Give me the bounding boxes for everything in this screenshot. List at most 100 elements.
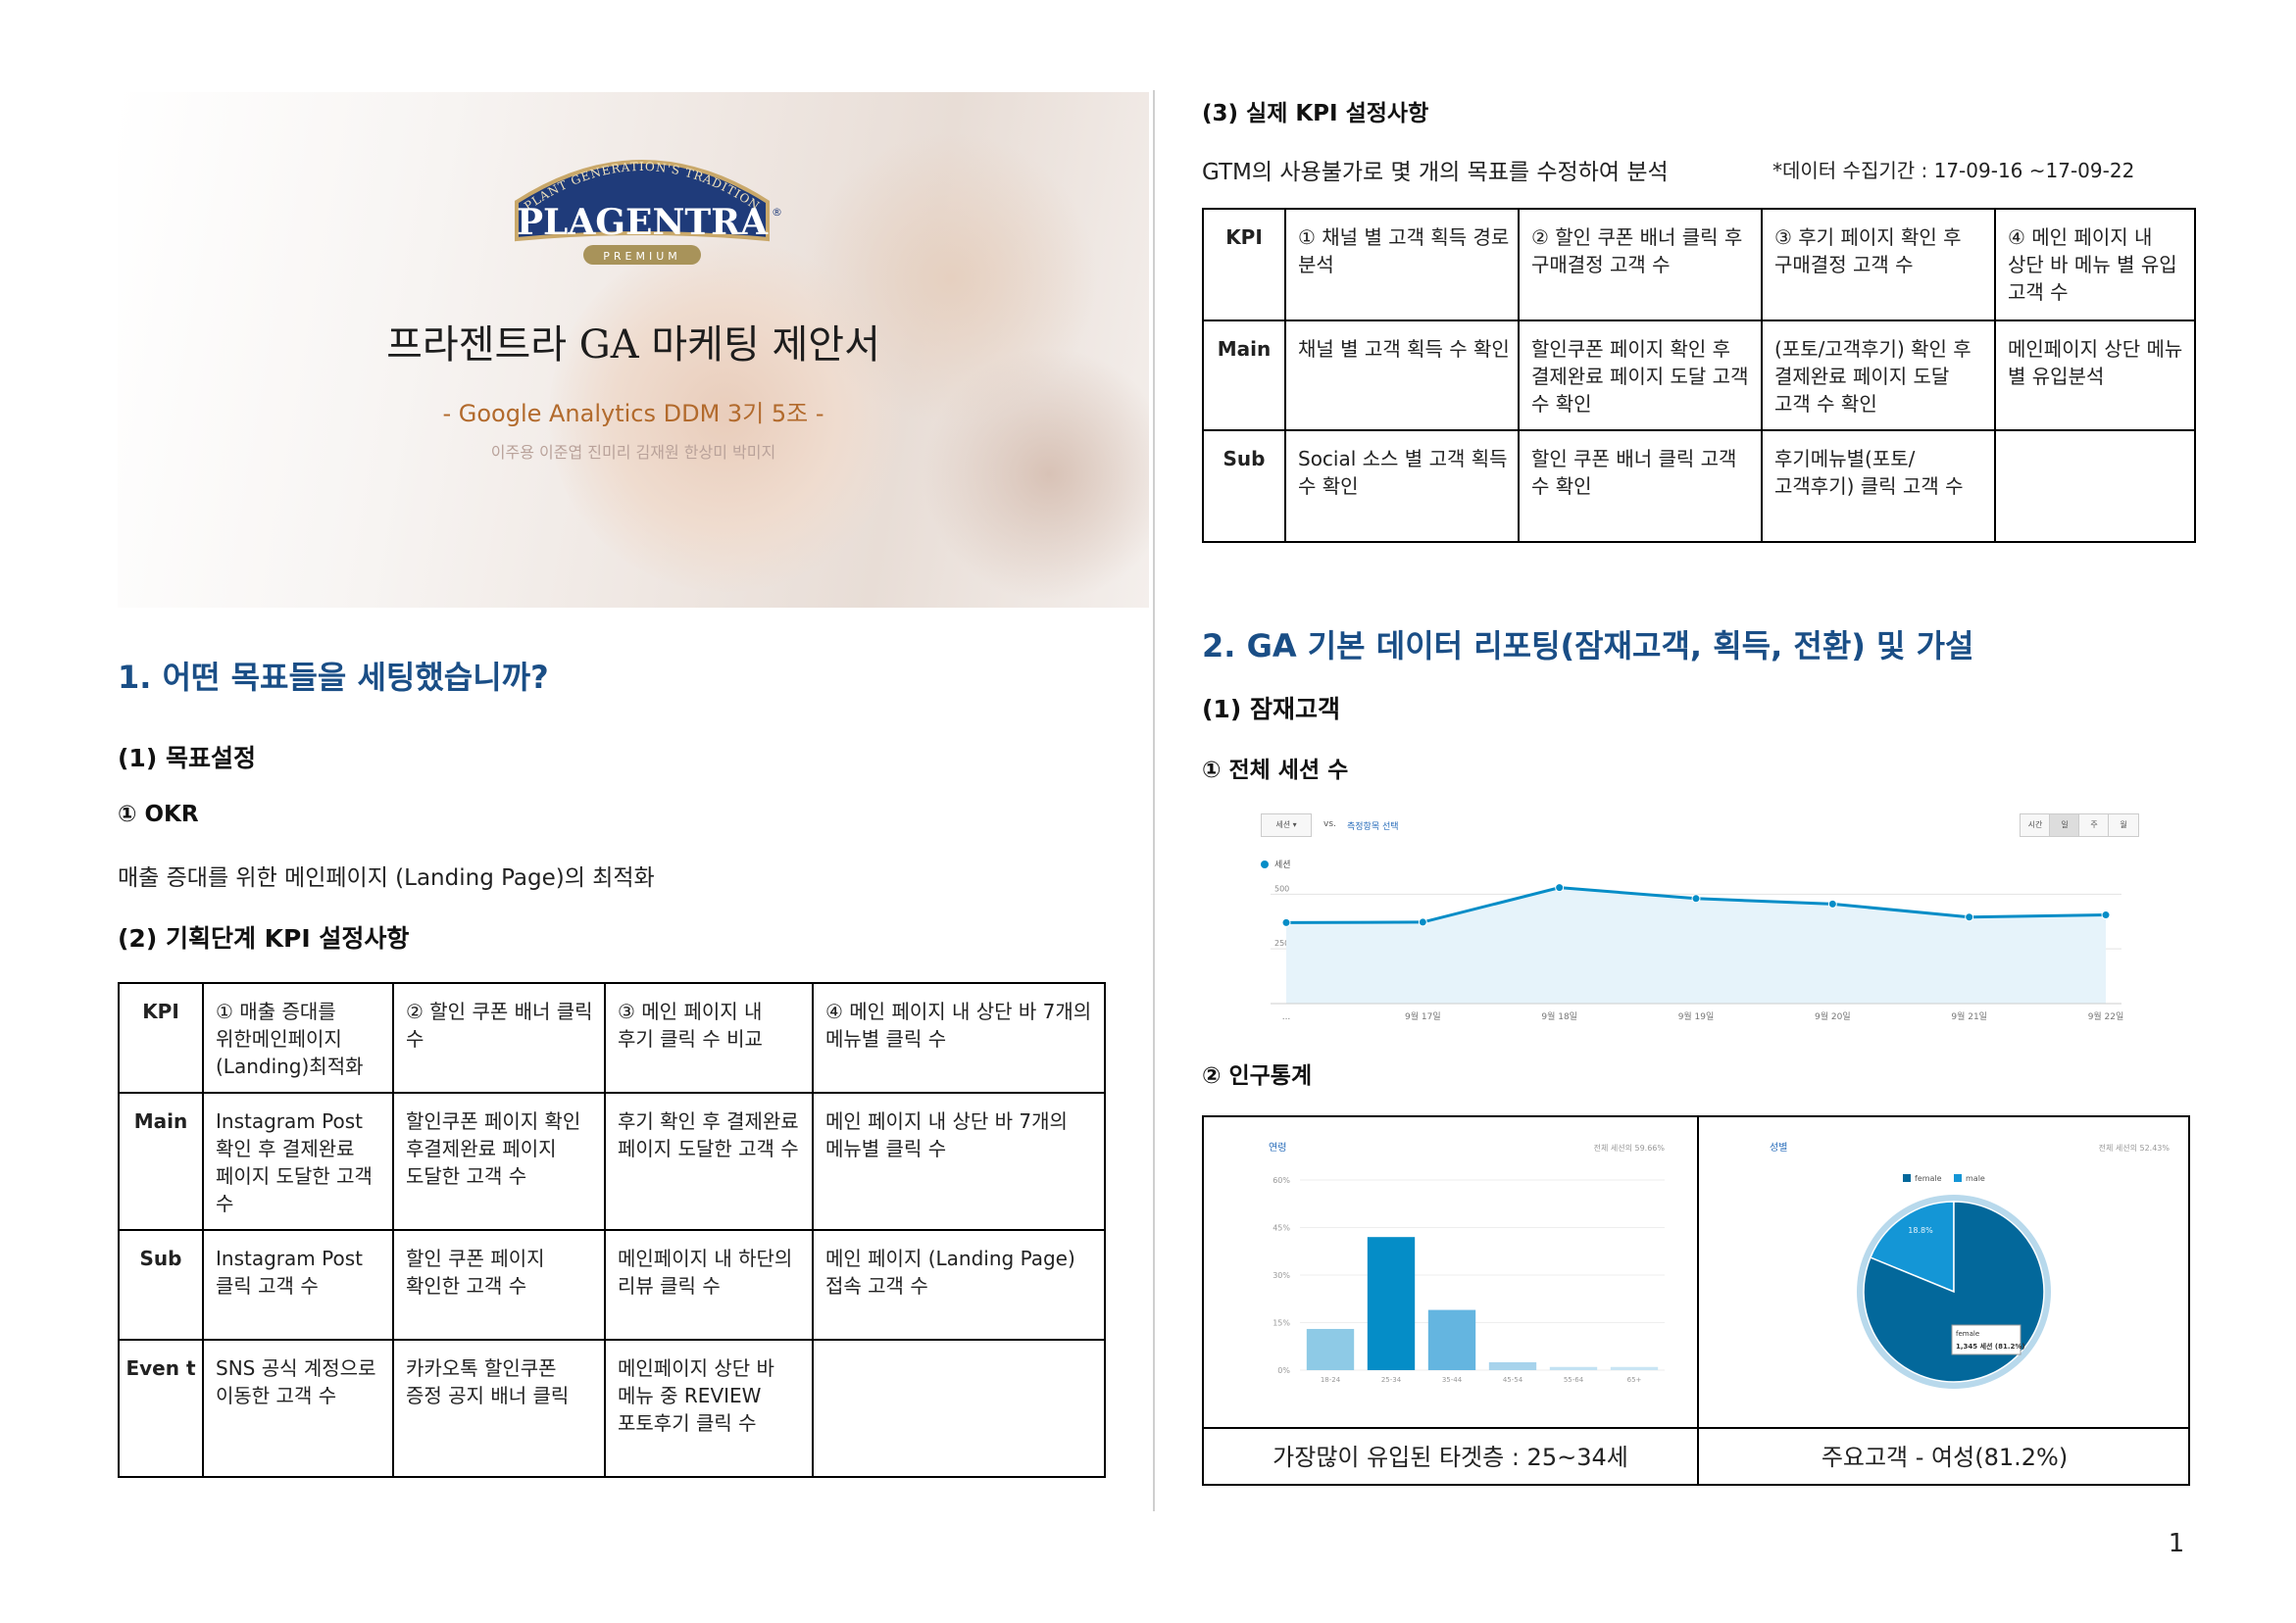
table-cell: 할인쿠폰 페이지 확인 후결제완료 페이지 도달한 고객 수 — [392, 1092, 606, 1231]
x-tick-label: 25-34 — [1381, 1376, 1402, 1384]
table-cell: KPI — [1202, 208, 1286, 321]
table-cell: 메인페이지 상단 바 메뉴 중 REVIEW 포토후기 클릭 수 — [604, 1339, 814, 1478]
table-cell: Instagram Post 확인 후 결제완료 페이지 도달한 고객 수 — [202, 1092, 394, 1231]
table-cell: 메인 페이지 내 상단 바 7개의 메뉴별 클릭 수 — [812, 1092, 1106, 1231]
data-point — [1965, 912, 1974, 922]
table-cell: ① 채널 별 고객 획득 경로 분석 — [1284, 208, 1520, 321]
page-number: 1 — [2168, 1529, 2185, 1558]
bar — [1610, 1366, 1659, 1370]
hero-banner: PLANT GENERATION'S TRADITION PLAGENTRA ®… — [118, 92, 1149, 608]
audience-heading: (1) 잠재고객 — [1202, 695, 1340, 723]
y-tick-label: 45% — [1273, 1224, 1290, 1233]
table-cell: 채널 별 고객 획득 수 확인 — [1284, 320, 1520, 431]
table-cell: ④ 메인 페이지 내 상단 바 메뉴 별 유입 고객 수 — [1994, 208, 2196, 321]
plagentra-logo: PLANT GENERATION'S TRADITION PLAGENTRA ®… — [495, 141, 789, 269]
data-point — [1418, 917, 1427, 927]
table-cell: KPI — [118, 982, 204, 1094]
table-cell: Even t — [118, 1339, 204, 1478]
table-cell: 할인쿠폰 페이지 확인 후 결제완료 페이지 도달 고객 수 확인 — [1518, 320, 1763, 431]
table-cell: ④ 메인 페이지 내 상단 바 7개의 메뉴별 클릭 수 — [812, 982, 1106, 1094]
vs-label: vs. — [1323, 819, 1336, 829]
x-tick-label: 18-24 — [1321, 1376, 1341, 1384]
legend-marker — [1903, 1174, 1911, 1182]
gender-caption: 주요고객 - 여성(81.2%) — [1821, 1444, 2069, 1471]
gender-chart: 성별 전체 세션의 52.43% female male 18.8% female 1,34… — [1770, 1142, 2170, 1389]
x-tick-label: 45-54 — [1503, 1376, 1523, 1384]
plan-kpi-heading: (2) 기획단계 KPI 설정사항 — [118, 924, 410, 953]
metric-dropdown-label: 세션 — [1275, 820, 1291, 829]
table-cell: SNS 공식 계정으로 이동한 고객 수 — [202, 1339, 394, 1478]
bar — [1306, 1328, 1355, 1370]
select-metric-link[interactable]: 측정항목 선택 — [1347, 822, 1399, 832]
data-point — [1691, 894, 1701, 904]
plan-kpi-table: KPI ① 매출 증대를 위한메인페이지 (Landing)최적화 ② 할인 쿠… — [118, 982, 1106, 1478]
x-tick-label: 65+ — [1627, 1376, 1642, 1384]
x-tick-label: 9월 21일 — [1951, 1010, 1987, 1022]
table-cell: Sub — [1202, 429, 1286, 543]
y-tick-label: 60% — [1273, 1176, 1290, 1185]
legend-label: female — [1915, 1174, 1942, 1183]
metric-dropdown[interactable]: 세션 ▾ — [1261, 813, 1312, 837]
table-cell: ① 매출 증대를 위한메인페이지 (Landing)최적화 — [202, 982, 394, 1094]
bar — [1488, 1361, 1537, 1370]
table-cell — [1994, 429, 2196, 543]
hero-subtitle: - Google Analytics DDM 3기 5조 - — [442, 400, 824, 427]
section2-title: 2. GA 기본 데이터 리포팅(잠재고객, 획득, 전환) 및 가설 — [1202, 627, 1974, 664]
goal-heading: (1) 목표설정 — [118, 744, 256, 772]
table-cell: 할인 쿠폰 페이지 확인한 고객 수 — [392, 1229, 606, 1341]
table-row: Even t SNS 공식 계정으로 이동한 고객 수 카카오톡 할인쿠폰 증정… — [118, 1339, 1106, 1478]
granularity-month-button[interactable]: 월 — [2108, 813, 2139, 837]
hero-title: 프라젠트라 GA 마케팅 제안서 — [386, 322, 880, 368]
demographics-heading: ② 인구통계 — [1202, 1063, 1313, 1089]
data-point — [1555, 883, 1565, 893]
table-cell: (포토/고객후기) 확인 후 결제완료 페이지 도달 고객 수 확인 — [1761, 320, 1996, 431]
x-tick-label: 55-64 — [1564, 1376, 1584, 1384]
data-point — [1827, 899, 1837, 909]
sessions-heading: ① 전체 세션 수 — [1202, 758, 1349, 783]
table-cell: ③ 메인 페이지 내 후기 클릭 수 비교 — [604, 982, 814, 1094]
legend-label: 세션 — [1274, 860, 1291, 870]
x-tick-label: 9월 20일 — [1815, 1010, 1851, 1022]
bar — [1549, 1366, 1598, 1370]
table-row: KPI ① 매출 증대를 위한메인페이지 (Landing)최적화 ② 할인 쿠… — [118, 982, 1106, 1094]
table-row: Main 채널 별 고객 획득 수 확인 할인쿠폰 페이지 확인 후 결제완료 … — [1202, 320, 2196, 431]
tooltip-box — [1951, 1324, 2021, 1355]
table-cell: 카카오톡 할인쿠폰 증정 공지 배너 클릭 — [392, 1339, 606, 1478]
hero-team-names: 이주용 이준엽 진미리 김재원 한상미 박미지 — [490, 443, 776, 462]
bar — [1427, 1309, 1476, 1370]
svg-text:®: ® — [772, 206, 782, 219]
table-row: Main Instagram Post 확인 후 결제완료 페이지 도달한 고객… — [118, 1092, 1106, 1231]
tooltip-value: 1,345 세션 (81.2%) — [1956, 1342, 2025, 1351]
bar — [1367, 1237, 1416, 1370]
x-tick-label: 9월 19일 — [1678, 1010, 1715, 1022]
actual-kpi-heading: (3) 실제 KPI 설정사항 — [1202, 101, 1429, 126]
y-tick-label: 250 — [1274, 939, 1289, 948]
age-chart: 연령 전체 세션의 59.66% 0% 15% 30% 45% 60% 18-24 25-34 3… — [1269, 1142, 1666, 1384]
table-cell: 후기메뉴별(포토/고객후기) 클릭 고객 수 — [1761, 429, 1996, 543]
sessions-chart: 세션 ▾ vs. 측정항목 선택 시간 일 주 월 세션 250 500... 9월 … — [1259, 808, 2141, 1025]
table-cell — [812, 1339, 1106, 1478]
x-tick-label: ... — [1282, 1012, 1291, 1022]
collection-period: *데이터 수집기간 : 17-09-16 ~17-09-22 — [1772, 159, 2135, 182]
legend-marker — [1954, 1174, 1962, 1182]
x-tick-label: 9월 18일 — [1541, 1010, 1577, 1022]
age-chart-title: 연령 — [1269, 1142, 1286, 1154]
table-cell: 후기 확인 후 결제완료 페이지 도달한 고객 수 — [604, 1092, 814, 1231]
data-point — [2101, 910, 2111, 920]
svg-text:PLAGENTRA: PLAGENTRA — [517, 202, 769, 243]
y-tick-label: 0% — [1277, 1366, 1290, 1375]
table-row: KPI ① 채널 별 고객 획득 경로 분석 ② 할인 쿠폰 배너 클릭 후 구… — [1202, 208, 2196, 321]
legend-label: male — [1966, 1174, 1985, 1183]
gender-chart-title: 성별 — [1770, 1142, 1787, 1154]
svg-text:PREMIUM: PREMIUM — [603, 250, 681, 263]
age-chart-note: 전체 세션의 59.66% — [1594, 1143, 1666, 1153]
x-tick-label: 9월 17일 — [1405, 1010, 1441, 1022]
granularity-day-button[interactable]: 일 — [2049, 813, 2080, 837]
y-tick-label: 30% — [1273, 1271, 1290, 1280]
table-cell: ③ 후기 페이지 확인 후 구매결정 고객 수 — [1761, 208, 1996, 321]
table-cell: 메인페이지 상단 메뉴 별 유입분석 — [1994, 320, 2196, 431]
table-cell: Sub — [118, 1229, 204, 1341]
slice-label: 18.8% — [1908, 1226, 1933, 1235]
table-row: Sub Instagram Post 클릭 고객 수 할인 쿠폰 페이지 확인한… — [118, 1229, 1106, 1341]
table-cell: 메인 페이지 (Landing Page) 접속 고객 수 — [812, 1229, 1106, 1341]
